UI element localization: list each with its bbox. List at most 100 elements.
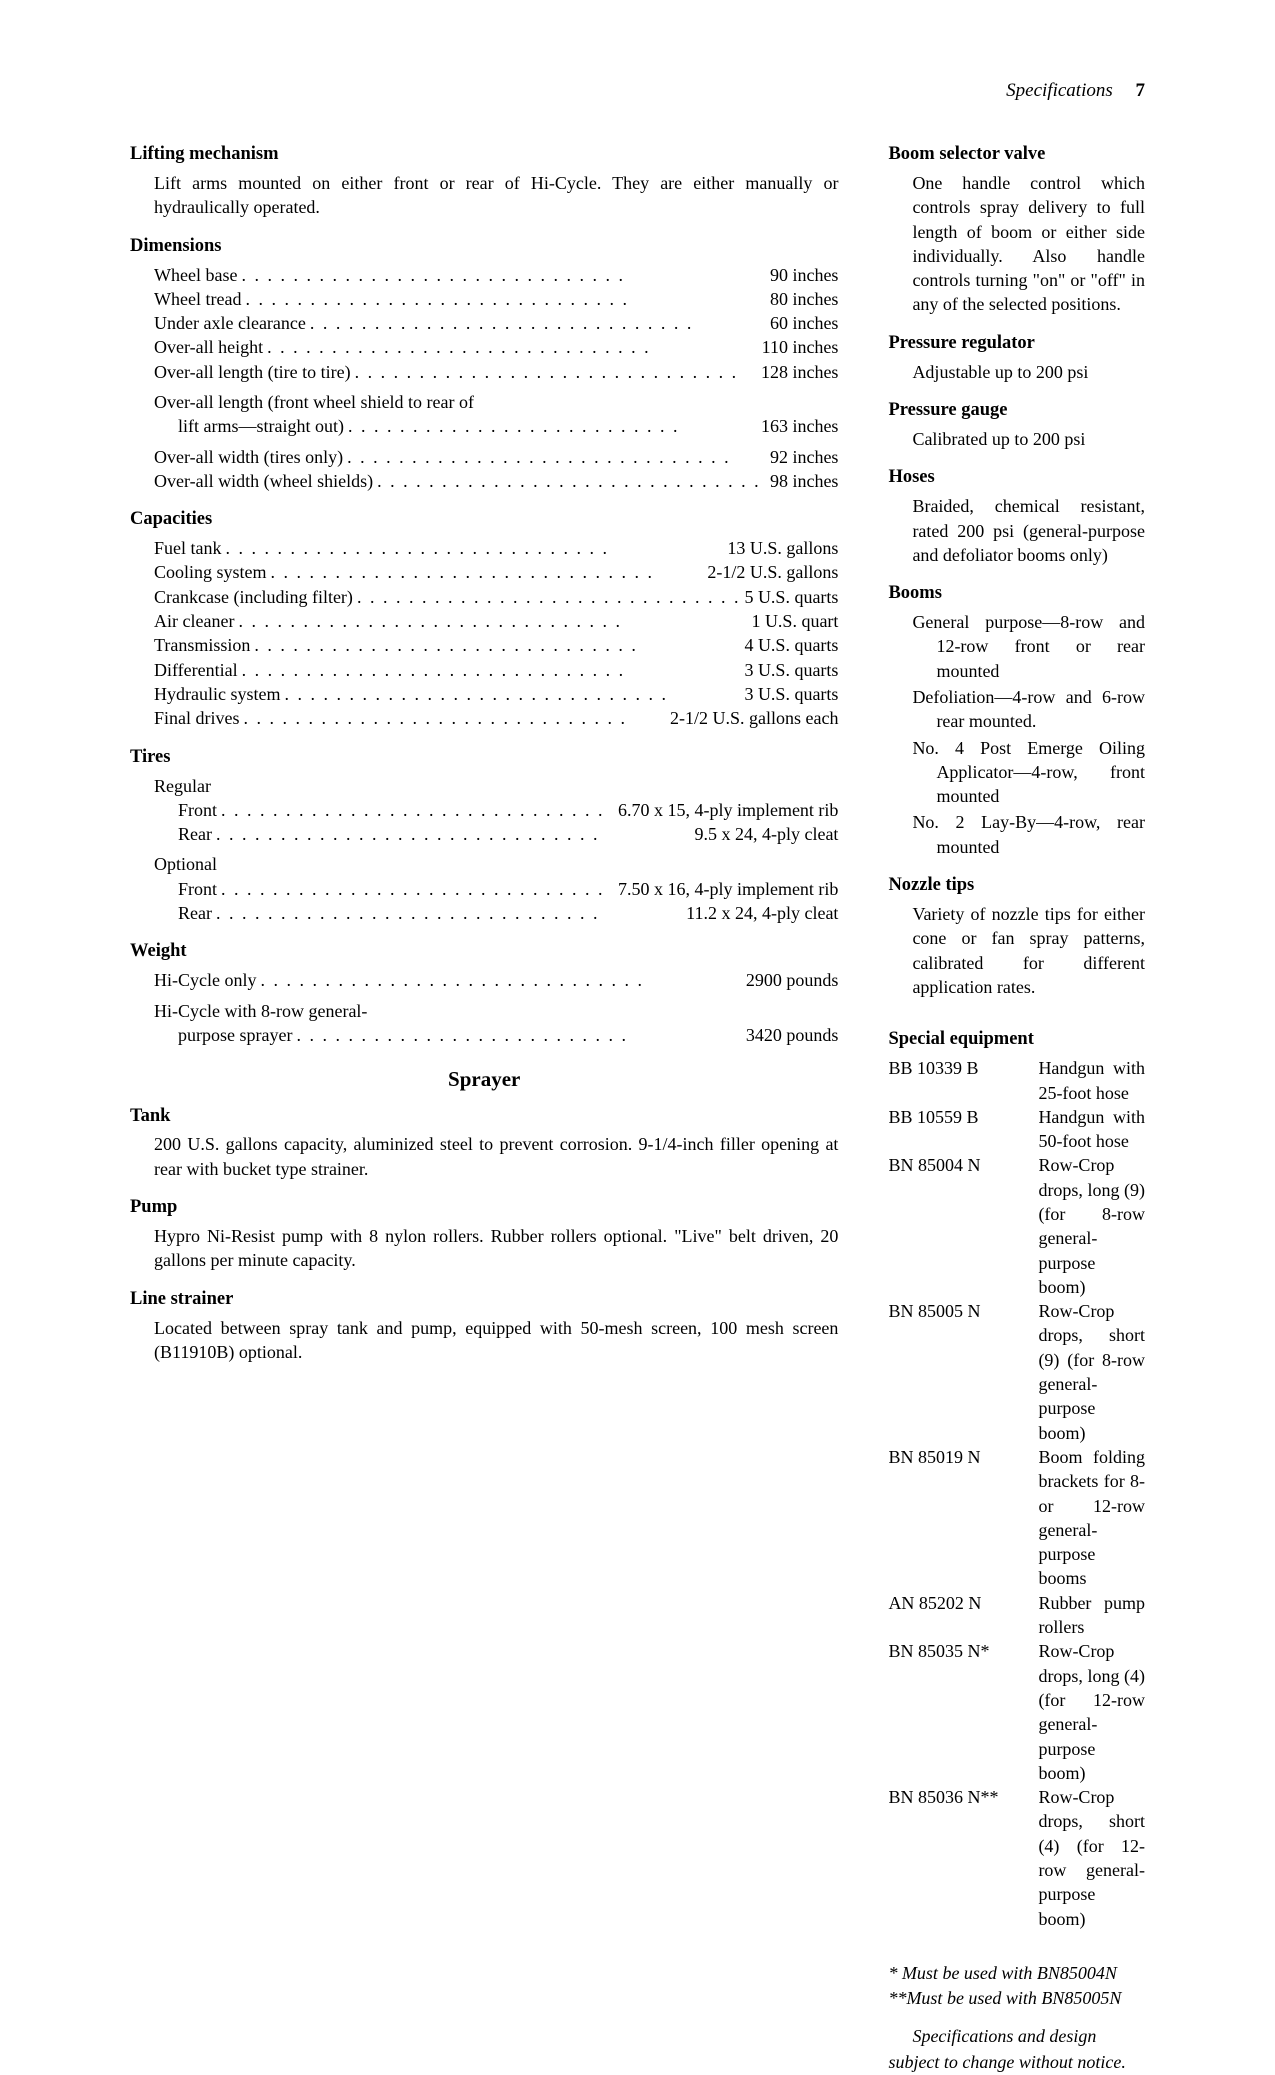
section-text: Hypro Ni-Resist pump with 8 nylon roller… (130, 1224, 838, 1273)
spec-row: Differential. . . . . . . . . . . . . . … (154, 658, 838, 682)
spec-value: 7.50 x 16, 4-ply implement rib (618, 877, 838, 901)
spec-row: Cooling system. . . . . . . . . . . . . … (154, 560, 838, 584)
booms-lines: General purpose—8-row and 12-row front o… (888, 610, 1145, 859)
spec-value: 4 U.S. quarts (744, 633, 838, 657)
leader-dots: . . . . . . . . . . . . . . . . . . . . … (240, 706, 670, 730)
spec-value: 110 inches (762, 335, 839, 359)
spec-label: Front (178, 798, 217, 822)
leader-dots: . . . . . . . . . . . . . . . . . . . . … (212, 822, 694, 846)
equipment-code: BB 10339 B (888, 1056, 1038, 1080)
boom-line: General purpose—8-row and 12-row front o… (888, 610, 1145, 683)
spec-value: 92 inches (770, 445, 838, 469)
equipment-code: AN 85202 N (888, 1591, 1038, 1615)
equipment-description: Boom folding brackets for 8- or 12-row g… (1038, 1445, 1145, 1591)
section-title: Dimensions (130, 234, 838, 259)
equipment-row: BN 85036 N**Row-Crop drops, short (4) (f… (888, 1785, 1145, 1931)
spec-value: 9.5 x 24, 4-ply cleat (694, 822, 838, 846)
equipment-list: BB 10339 BHandgun with 25-foot hoseBB 10… (888, 1056, 1145, 1931)
spec-label: Wheel base (154, 263, 237, 287)
spec-value: 2900 pounds (746, 968, 839, 992)
leader-dots: . . . . . . . . . . . . . . . . . . . . … (343, 445, 770, 469)
section-title: Special equipment (888, 1027, 1145, 1052)
spec-label: Cooling system (154, 560, 267, 584)
dimensions-list-2: Over-all width (tires only). . . . . . .… (130, 445, 838, 494)
weight-list: Hi-Cycle only. . . . . . . . . . . . . .… (130, 968, 838, 992)
spec-label: Wheel tread (154, 287, 241, 311)
leader-dots: . . . . . . . . . . . . . . . . . . . . … (237, 263, 770, 287)
leader-dots: . . . . . . . . . . . . . . . . . . . . … (234, 609, 751, 633)
equipment-code: BN 85036 N** (888, 1785, 1038, 1809)
section-title: Capacities (130, 507, 838, 532)
equipment-row: BB 10339 BHandgun with 25-foot hose (888, 1056, 1145, 1105)
spec-value: 3420 pounds (746, 1023, 839, 1047)
spec-value: 1 U.S. quart (751, 609, 838, 633)
capacities-list: Fuel tank . . . . . . . . . . . . . . . .… (130, 536, 838, 730)
leader-dots: . . . . . . . . . . . . . . . . . . . . … (241, 287, 770, 311)
spec-label: Over-all width (wheel shields) (154, 469, 373, 493)
section-title: Pressure gauge (888, 398, 1145, 423)
tires-optional-label: Optional (130, 852, 838, 876)
weight-wrap: purpose sprayer . . . . . . . . . . . . … (130, 1023, 838, 1047)
leader-dots: . . . . . . . . . . . . . . . . . . . . … (263, 335, 762, 359)
dimensions-wrap: lift arms—straight out) . . . . . . . . … (130, 414, 838, 438)
disclaimer: Specifications and design subject to cha… (888, 2024, 1145, 2074)
tires-reg-list: Front. . . . . . . . . . . . . . . . . .… (130, 798, 838, 847)
spec-label: Final drives (154, 706, 240, 730)
spec-label: Fuel tank (154, 536, 222, 560)
spec-label: Over-all height (154, 335, 263, 359)
spec-label: Over-all width (tires only) (154, 445, 343, 469)
spec-row: Transmission. . . . . . . . . . . . . . … (154, 633, 838, 657)
tires-opt-list: Front. . . . . . . . . . . . . . . . . .… (130, 877, 838, 926)
leader-dots: . . . . . . . . . . . . . . . . . . . . … (217, 877, 618, 901)
footnote-2: **Must be used with BN85005N (888, 1986, 1145, 2010)
section-title: Hoses (888, 465, 1145, 490)
footnote-1: * Must be used with BN85004N (888, 1961, 1145, 1986)
equipment-row: BB 10559 BHandgun with 50-foot hose (888, 1105, 1145, 1154)
leader-dots: . . . . . . . . . . . . . . . . . . . . … (267, 560, 708, 584)
leader-dots: . . . . . . . . . . . . . . . . . . . . … (351, 360, 761, 384)
leader-dots: . . . . . . . . . . . . . . . . . . . . … (373, 469, 770, 493)
equipment-description: Row-Crop drops, short (9) (for 8-row gen… (1038, 1299, 1145, 1445)
spec-label: Over-all length (tire to tire) (154, 360, 351, 384)
spec-value: 98 inches (770, 469, 838, 493)
spec-label: Hydraulic system (154, 682, 280, 706)
equipment-description: Row-Crop drops, long (4) (for 12-row gen… (1038, 1639, 1145, 1785)
leader-dots: . . . . . . . . . . . . . . . . . . . . … (353, 585, 745, 609)
equipment-code: BN 85005 N (888, 1299, 1038, 1323)
dimensions-list: Wheel base. . . . . . . . . . . . . . . … (130, 263, 838, 384)
spec-row: Hydraulic system. . . . . . . . . . . . … (154, 682, 838, 706)
boom-line: Defoliation—4-row and 6-row rear mounted… (888, 685, 1145, 734)
spec-value: 13 U.S. gallons (727, 536, 838, 560)
spec-value: 2-1/2 U.S. gallons (707, 560, 838, 584)
spec-value: 5 U.S. quarts (744, 585, 838, 609)
page-header: Specifications 7 (130, 80, 1145, 102)
spec-value: 128 inches (761, 360, 838, 384)
content-columns: Lifting mechanism Lift arms mounted on e… (130, 142, 1145, 2075)
spec-row: Front. . . . . . . . . . . . . . . . . .… (178, 798, 838, 822)
right-column: Boom selector valve One handle control w… (888, 142, 1145, 2075)
equipment-description: Row-Crop drops, long (9) (for 8-row gene… (1038, 1153, 1145, 1299)
equipment-row: BN 85005 NRow-Crop drops, short (9) (for… (888, 1299, 1145, 1445)
spec-row: Wheel base. . . . . . . . . . . . . . . … (154, 263, 838, 287)
section-title: Nozzle tips (888, 873, 1145, 898)
section-title: Tank (130, 1104, 838, 1129)
section-text: Variety of nozzle tips for either cone o… (888, 902, 1145, 999)
equipment-description: Row-Crop drops, short (4) (for 12-row ge… (1038, 1785, 1145, 1931)
header-label: Specifications (1006, 80, 1113, 101)
section-title: Line strainer (130, 1287, 838, 1312)
spec-label: Rear (178, 901, 212, 925)
spec-row: Final drives. . . . . . . . . . . . . . … (154, 706, 838, 730)
leader-dots: . . . . . . . . . . . . . . . . . . . . … (212, 901, 686, 925)
spec-row: Over-all height. . . . . . . . . . . . .… (154, 335, 838, 359)
leader-dots: . . . . . . . . . . . . . . . . . . . . … (292, 1023, 745, 1047)
spec-row: lift arms—straight out) . . . . . . . . … (154, 414, 838, 438)
equipment-description: Handgun with 50-foot hose (1038, 1105, 1145, 1154)
section-text: 200 U.S. gallons capacity, aluminized st… (130, 1132, 838, 1181)
equipment-row: BN 85019 NBoom folding brackets for 8- o… (888, 1445, 1145, 1591)
spec-label: Hi-Cycle only (154, 968, 256, 992)
equipment-row: BN 85004 NRow-Crop drops, long (9) (for … (888, 1153, 1145, 1299)
leader-dots: . . . . . . . . . . . . . . . . . . . . … (238, 658, 745, 682)
spec-label: purpose sprayer (154, 1023, 292, 1047)
section-text: Calibrated up to 200 psi (888, 427, 1145, 451)
equipment-code: BB 10559 B (888, 1105, 1038, 1129)
